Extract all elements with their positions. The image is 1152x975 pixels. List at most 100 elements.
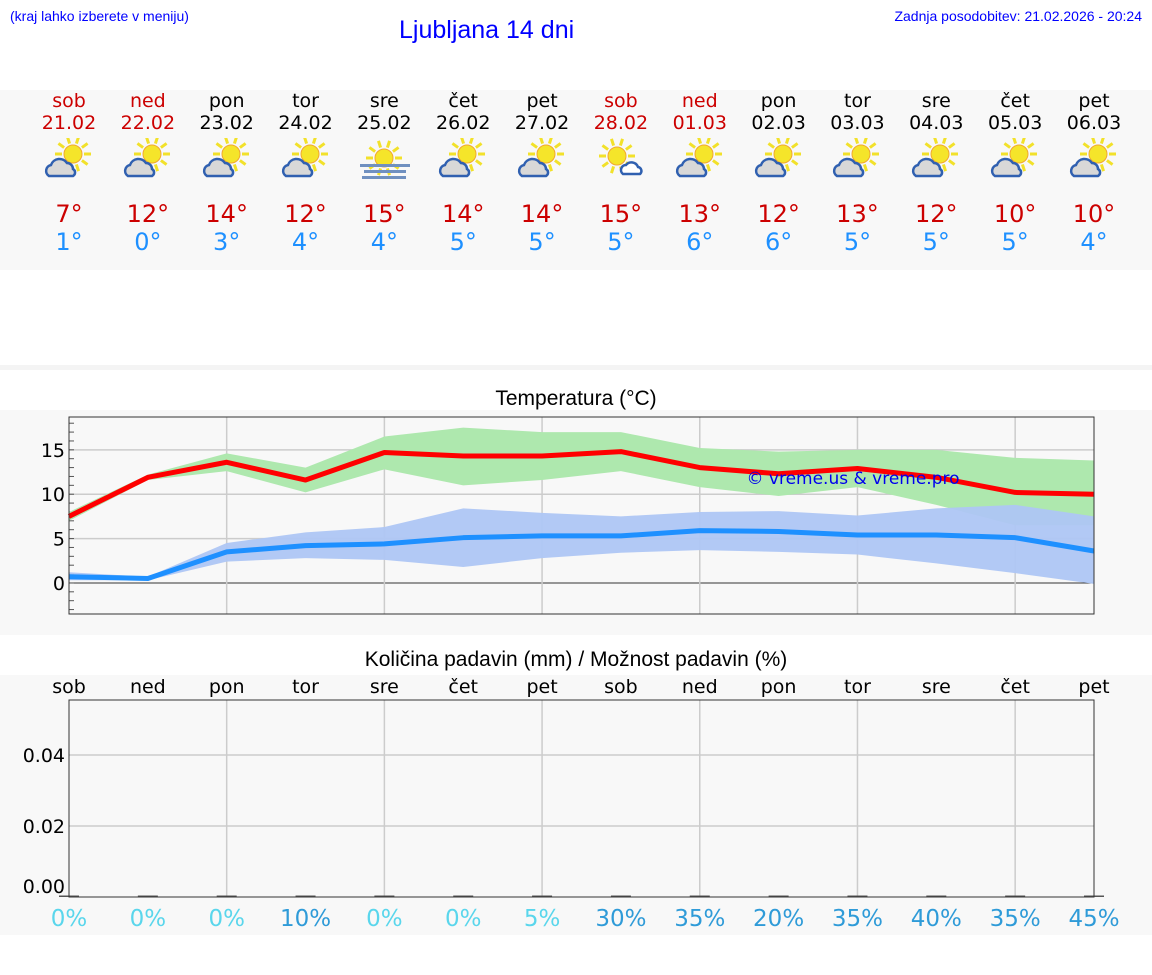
- x-day-label: ned: [682, 676, 718, 698]
- day-column: pet 06.03 10° 4°: [1055, 90, 1133, 256]
- max-temp: 12°: [284, 200, 327, 228]
- partly-cloudy-icon: [201, 136, 253, 182]
- x-day-label: pon: [209, 676, 245, 698]
- day-date: 04.03: [909, 112, 964, 134]
- day-date: 05.03: [987, 112, 1043, 134]
- y-tick-label: 0.02: [23, 816, 65, 838]
- precip-probability: 40%: [911, 906, 962, 932]
- precip-bar: [768, 895, 789, 897]
- watermark: © vreme.us & vreme.pro: [746, 469, 959, 489]
- partly-cloudy-icon: [989, 136, 1041, 182]
- x-day-label: tor: [844, 676, 871, 698]
- x-day-label: tor: [292, 676, 319, 698]
- day-name: tor: [292, 90, 319, 112]
- min-temp: 5°: [528, 228, 556, 256]
- x-day-label: sre: [922, 676, 951, 698]
- day-name: sre: [921, 90, 951, 112]
- precip-bar: [295, 895, 316, 897]
- day-date: 23.02: [199, 112, 254, 134]
- precip-probability: 0%: [208, 906, 245, 932]
- day-date: 25.02: [357, 112, 412, 134]
- max-temp: 10°: [993, 200, 1037, 228]
- partly-cloudy-icon: [280, 136, 332, 182]
- page-title: Ljubljana 14 dni: [399, 16, 575, 44]
- day-name: tor: [844, 90, 871, 112]
- partly-cloudy-icon: [910, 136, 962, 182]
- max-temp: 14°: [205, 200, 248, 228]
- sun-fog-icon: [358, 138, 411, 182]
- precip-probability: 35%: [832, 906, 883, 932]
- partly-cloudy-icon: [1068, 136, 1120, 182]
- day-name: sob: [52, 90, 86, 112]
- day-column: ned 01.03 13° 6°: [661, 90, 739, 256]
- precipitation-chart-title: Količina padavin (mm) / Možnost padavin …: [364, 648, 788, 671]
- max-temp: 12°: [915, 200, 958, 228]
- max-range-band: [69, 427, 1094, 526]
- y-tick-label: 15: [41, 440, 65, 462]
- y-tick-label: 0.04: [23, 745, 65, 767]
- day-column: pet 27.02 14° 5°: [503, 90, 581, 256]
- min-temp: 5°: [1001, 228, 1029, 256]
- partly-cloudy-icon: [122, 136, 174, 182]
- min-temp: 4°: [291, 228, 320, 256]
- day-date: 28.02: [593, 112, 649, 134]
- max-temp: 15°: [599, 200, 643, 228]
- partly-cloudy-icon: [43, 136, 95, 182]
- precip-bar: [689, 895, 710, 897]
- x-day-label: pet: [1078, 676, 1109, 698]
- day-column: sob 28.02 15° 5°: [582, 90, 660, 256]
- x-day-label: čet: [448, 676, 478, 698]
- partly-cloudy-icon: [437, 136, 489, 182]
- day-column: čet 05.03 10° 5°: [976, 90, 1054, 256]
- max-temp: 15°: [363, 200, 406, 228]
- precip-bar: [453, 895, 474, 897]
- min-temp: 5°: [922, 228, 950, 256]
- x-day-label: pet: [526, 676, 557, 698]
- x-day-label: sob: [604, 676, 638, 698]
- day-name: sre: [369, 90, 399, 112]
- precip-bar: [610, 895, 631, 897]
- min-temp: 1°: [55, 228, 83, 256]
- max-temp-line: [67, 449, 1095, 519]
- precip-probability: 20%: [753, 906, 804, 932]
- precip-bar: [374, 895, 395, 897]
- min-temp: 5°: [843, 228, 872, 256]
- day-date: 22.02: [120, 112, 176, 134]
- plot-frame: [68, 699, 1095, 898]
- day-name: pon: [208, 90, 245, 112]
- max-temp: 13°: [836, 200, 879, 228]
- precip-bar: [847, 895, 868, 897]
- day-name: sob: [604, 90, 638, 112]
- x-day-label: sre: [370, 676, 399, 698]
- precip-bar: [216, 895, 237, 897]
- last-updated: Zadnja posodobitev: 21.02.2026 - 20:24: [894, 8, 1142, 24]
- x-day-label: pon: [761, 676, 797, 698]
- min-temp: 6°: [764, 228, 793, 256]
- x-day-label: ned: [130, 676, 166, 698]
- day-name: čet: [1000, 90, 1030, 112]
- precip-bar: [137, 895, 158, 897]
- x-day-label: sob: [52, 676, 86, 698]
- precip-probability: 0%: [51, 906, 88, 932]
- day-name: ned: [129, 90, 166, 112]
- min-temp: 5°: [607, 228, 635, 256]
- day-date: 26.02: [436, 112, 491, 134]
- day-name: pet: [1078, 90, 1110, 112]
- y-tick-label: 5: [53, 529, 65, 551]
- day-date: 27.02: [514, 112, 570, 134]
- precip-bar: [926, 895, 947, 897]
- plot-frame: [68, 416, 1095, 615]
- day-name: ned: [681, 90, 718, 112]
- day-column: pon 23.02 14° 3°: [188, 90, 266, 256]
- max-temp: 10°: [1072, 200, 1116, 228]
- location-hint: (kraj lahko izberete v meniju): [10, 8, 189, 24]
- max-temp: 12°: [757, 200, 800, 228]
- day-column: sob 21.02 7° 1°: [30, 90, 108, 256]
- precip-probability: 0%: [366, 906, 403, 932]
- day-date: 02.03: [751, 112, 806, 134]
- daily-forecast-strip: sob 21.02 7° 1° ned 22.02 12° 0° pon 23.02…: [0, 90, 1152, 270]
- max-temp: 12°: [126, 200, 170, 228]
- day-column: sre 25.02 15° 4°: [345, 90, 423, 256]
- max-temp: 13°: [678, 200, 722, 228]
